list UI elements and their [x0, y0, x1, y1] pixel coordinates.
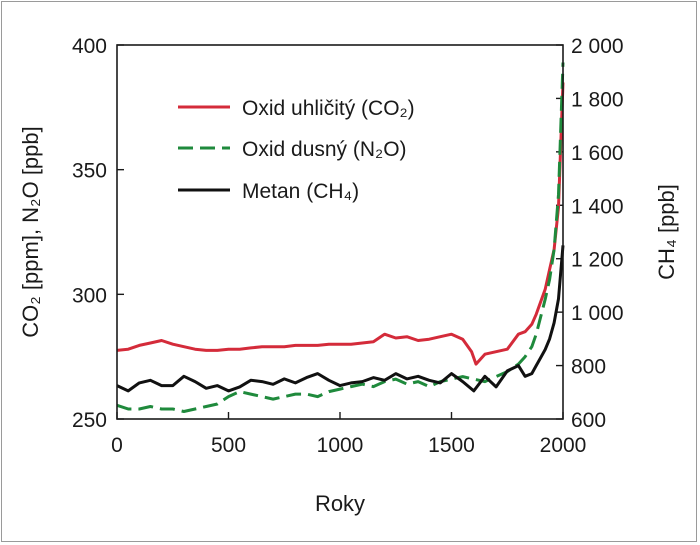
legend-label-ch4: Metan (CH₄)	[242, 180, 359, 203]
y-right-tick-label: 1 200	[571, 249, 624, 272]
y-right-tick-label: 2 000	[571, 35, 624, 58]
ch4-series-line	[116, 245, 565, 393]
y-left-axis-label: CO₂ [ppm], N₂O [ppb]	[18, 126, 43, 337]
legend-label-n2o: Oxid dusný (N₂O)	[242, 138, 407, 161]
y-left-tick-label: 300	[72, 284, 107, 307]
y-right-tick-label: 1 400	[571, 195, 624, 218]
co2-series-line	[116, 82, 565, 366]
y-right-tick-label: 1 000	[571, 302, 624, 325]
y-right-tick-label: 1 800	[571, 88, 624, 111]
x-axis-label: Roky	[315, 491, 365, 516]
x-tick-label: 1000	[317, 434, 364, 457]
x-tick-label: 2000	[540, 434, 587, 457]
y-left-tick-label: 400	[72, 35, 107, 58]
x-tick-label: 1500	[428, 434, 475, 457]
y-right-tick-label: 800	[571, 356, 606, 379]
y-left-tick-label: 250	[72, 409, 107, 432]
y-right-tick-label: 1 600	[571, 142, 624, 165]
legend: Oxid uhličitý (CO₂) Oxid dusný (N₂O) Met…	[178, 97, 415, 203]
plot-area	[116, 44, 564, 420]
x-tick-label: 500	[211, 434, 246, 457]
y-right-tick-label: 600	[571, 409, 606, 432]
y-right-axis-label: CH₄ [ppb]	[654, 184, 679, 280]
x-tick-label: 0	[111, 434, 123, 457]
y-left-tick-label: 350	[72, 160, 107, 183]
legend-label-co2: Oxid uhličitý (CO₂)	[242, 97, 415, 120]
